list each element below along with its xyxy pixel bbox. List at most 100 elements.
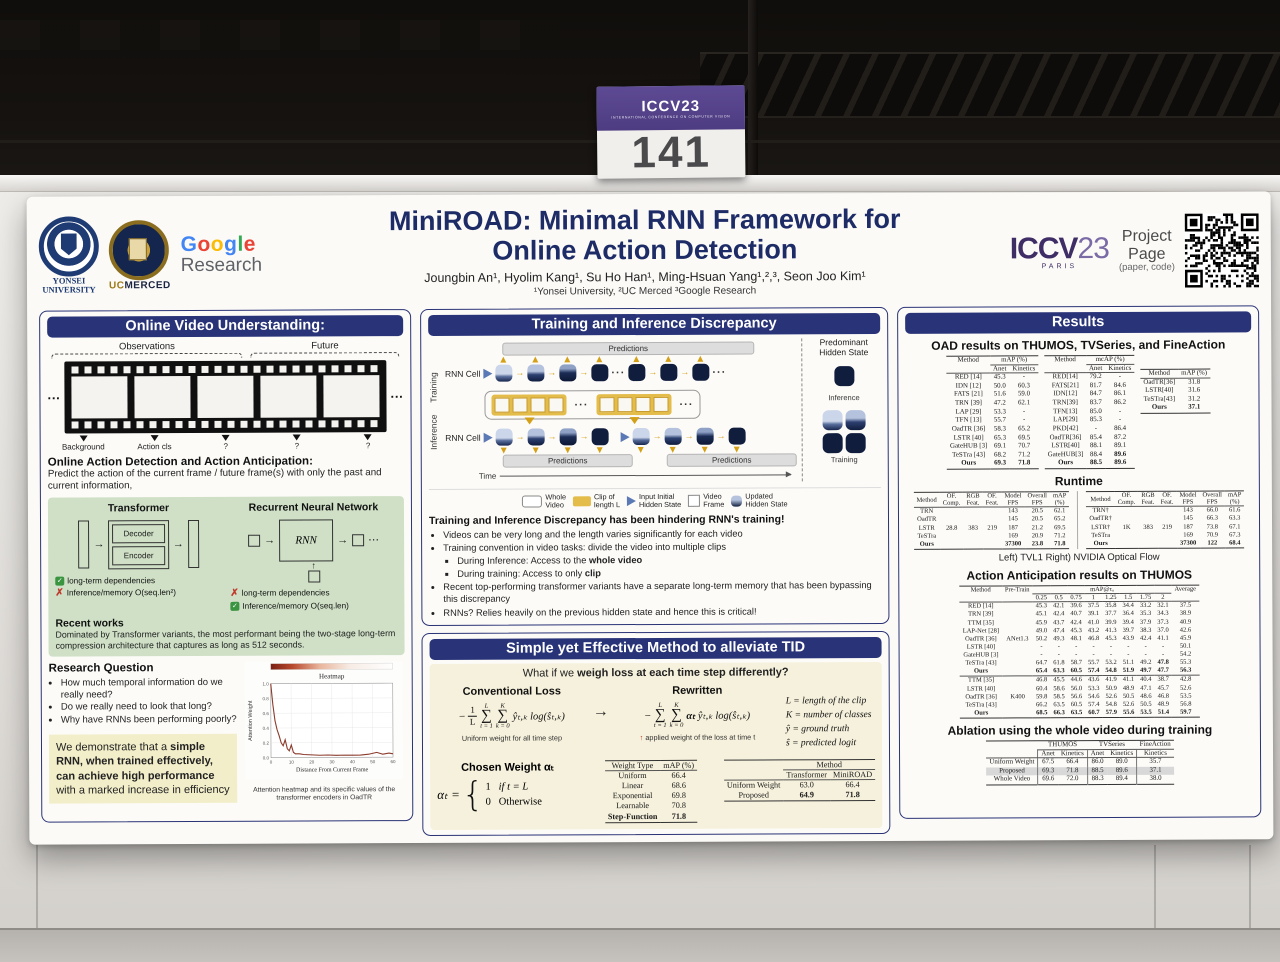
blue-arrow-icon [483, 368, 492, 378]
plate-header: ICCV23 INTERNATIONAL CONFERENCE ON COMPU… [597, 85, 745, 131]
section-title-bar: Results [905, 311, 1251, 334]
svg-text:40: 40 [350, 759, 356, 764]
cross-icon: ✗ [230, 588, 238, 599]
piecewise-definition: αₜ = { 1 if t = L 0 Otherwise [437, 779, 578, 811]
blue-arrow-icon [621, 432, 630, 442]
hidden-state-cell [665, 428, 682, 445]
poster-columns: Online Video Understanding: Observations… [39, 305, 1261, 822]
anticipation-heading: Action Anticipation results on THUMOS [906, 567, 1252, 583]
project-page-label: Project Page (paper, code) [1119, 228, 1175, 274]
down-arrow-icon [364, 434, 372, 440]
diagram-legend: Whole Video Clip of length L Input Initi… [429, 487, 881, 510]
video-frame [71, 376, 127, 418]
ablation-heading: Ablation using the whole video during tr… [907, 722, 1253, 738]
hidden-state-cell [633, 428, 650, 445]
svg-text:0.4: 0.4 [263, 725, 270, 730]
hidden-state-cell [560, 428, 577, 445]
rnn-diagram: → RNN → ⋯ [230, 519, 397, 562]
heatmap-caption: Attention heatmap and its specific value… [243, 786, 405, 804]
section-title-bar: Training and Inference Discrepancy [428, 313, 880, 336]
table-ledge [0, 928, 1280, 962]
input-square [248, 535, 260, 547]
updated-hidden-state-swatch [731, 495, 742, 506]
predictions-bar: Predictions [667, 453, 797, 467]
video-frame [197, 376, 253, 418]
up-arrow-icon: ↑ [230, 562, 397, 570]
chosen-weight: Chosen Weight αₜ αₜ = { 1 if t = L 0 Oth… [437, 760, 578, 811]
ucmerced-seal-icon [109, 220, 169, 280]
hidden-state-cell [591, 364, 608, 381]
section-title-bar: Simple yet Effective Method to alleviate… [430, 637, 882, 660]
rewritten-loss-equation: − L∑t = 1 K∑k = 0 αₜ ŷₜ,ₖ log(ŝₜ,ₖ) [615, 702, 780, 729]
affiliation-logos: YONSEI UNIVERSITY UCMERCED Google Resear… [39, 215, 331, 295]
runtime-caption: Left) TVL1 Right) NVIDIA Optical Flow [906, 551, 1252, 564]
time-axis: Time [479, 470, 797, 480]
down-arrow-icon [293, 435, 301, 441]
svg-text:0.0: 0.0 [263, 755, 270, 760]
predictions-bar: Predictions [502, 342, 754, 356]
section-results: Results OAD results on THUMOS, TVSeries,… [897, 305, 1261, 819]
clip-group [491, 394, 566, 415]
down-arrow-icon [222, 435, 230, 441]
output-square [352, 534, 364, 546]
whole-video-bar: ··· ··· [484, 390, 700, 420]
hidden-state-cell [697, 428, 714, 445]
divider [1077, 491, 1078, 549]
poster-title: MiniROAD: Minimal RNN Framework for Onli… [331, 203, 959, 266]
cross-icon: ✗ [55, 587, 63, 598]
right-arrow-icon: → [264, 535, 275, 547]
transformer-diagram: → Decoder Encoder → [55, 520, 222, 570]
hidden-state-cell [592, 428, 609, 445]
film-strip-diagram: ··· ··· [47, 360, 403, 434]
chosen-weight-row: Chosen Weight αₜ αₜ = { 1 if t = L 0 Oth… [437, 759, 875, 824]
training-row: RNN Cell → → → → → → [439, 427, 797, 446]
clip-swatch [573, 496, 591, 506]
research-question-list: How much temporal information do we real… [49, 676, 237, 726]
booth-number-plate: ICCV23 INTERNATIONAL CONFERENCE ON COMPU… [597, 85, 746, 179]
svg-text:0.6: 0.6 [263, 711, 270, 716]
recent-works-text: Dominated by Transformer variants, the m… [55, 628, 397, 651]
yonsei-logo: YONSEI UNIVERSITY [39, 216, 99, 295]
film-braces: Observations Future [47, 340, 403, 359]
google-wordmark: Google [181, 234, 262, 256]
hidden-state-cell [729, 428, 746, 445]
down-arrow-icon [150, 435, 158, 441]
tid-bullet-list: Videos can be very long and the length v… [429, 527, 881, 619]
check-icon: ✓ [55, 577, 64, 586]
middle-column: Training and Inference Discrepancy Infer… [420, 307, 890, 821]
film-strip [64, 360, 386, 433]
poster-header: YONSEI UNIVERSITY UCMERCED Google Resear… [39, 199, 1259, 306]
truss-pole [748, 0, 758, 185]
plate-conference-logo: ICCV23 [641, 97, 700, 115]
hidden-state-cell [559, 364, 576, 381]
symbol-definitions: L = length of the clip K = number of cla… [786, 694, 872, 751]
runtime-heading: Runtime [906, 473, 1252, 489]
section-simple-effective-method: Simple yet Effective Method to alleviate… [421, 631, 890, 836]
hidden-state-cell [528, 428, 545, 445]
arrow-icon: → [593, 703, 609, 721]
inference-row: RNN Cell → → → ··· → → ··· [438, 363, 796, 382]
tid-diagram: Inference Training Predictions RNN Cell … [428, 338, 881, 483]
inference-hidden-state-icon [834, 366, 854, 386]
training-hidden-states-icon [823, 410, 866, 453]
poster: YONSEI UNIVERSITY UCMERCED Google Resear… [27, 191, 1274, 844]
down-arrow-icon [79, 435, 87, 441]
axis-labels: Inference Training [428, 340, 439, 483]
hindering-statement: Training and Inference Discrepancy has b… [429, 513, 881, 527]
hidden-input-square [308, 571, 320, 583]
